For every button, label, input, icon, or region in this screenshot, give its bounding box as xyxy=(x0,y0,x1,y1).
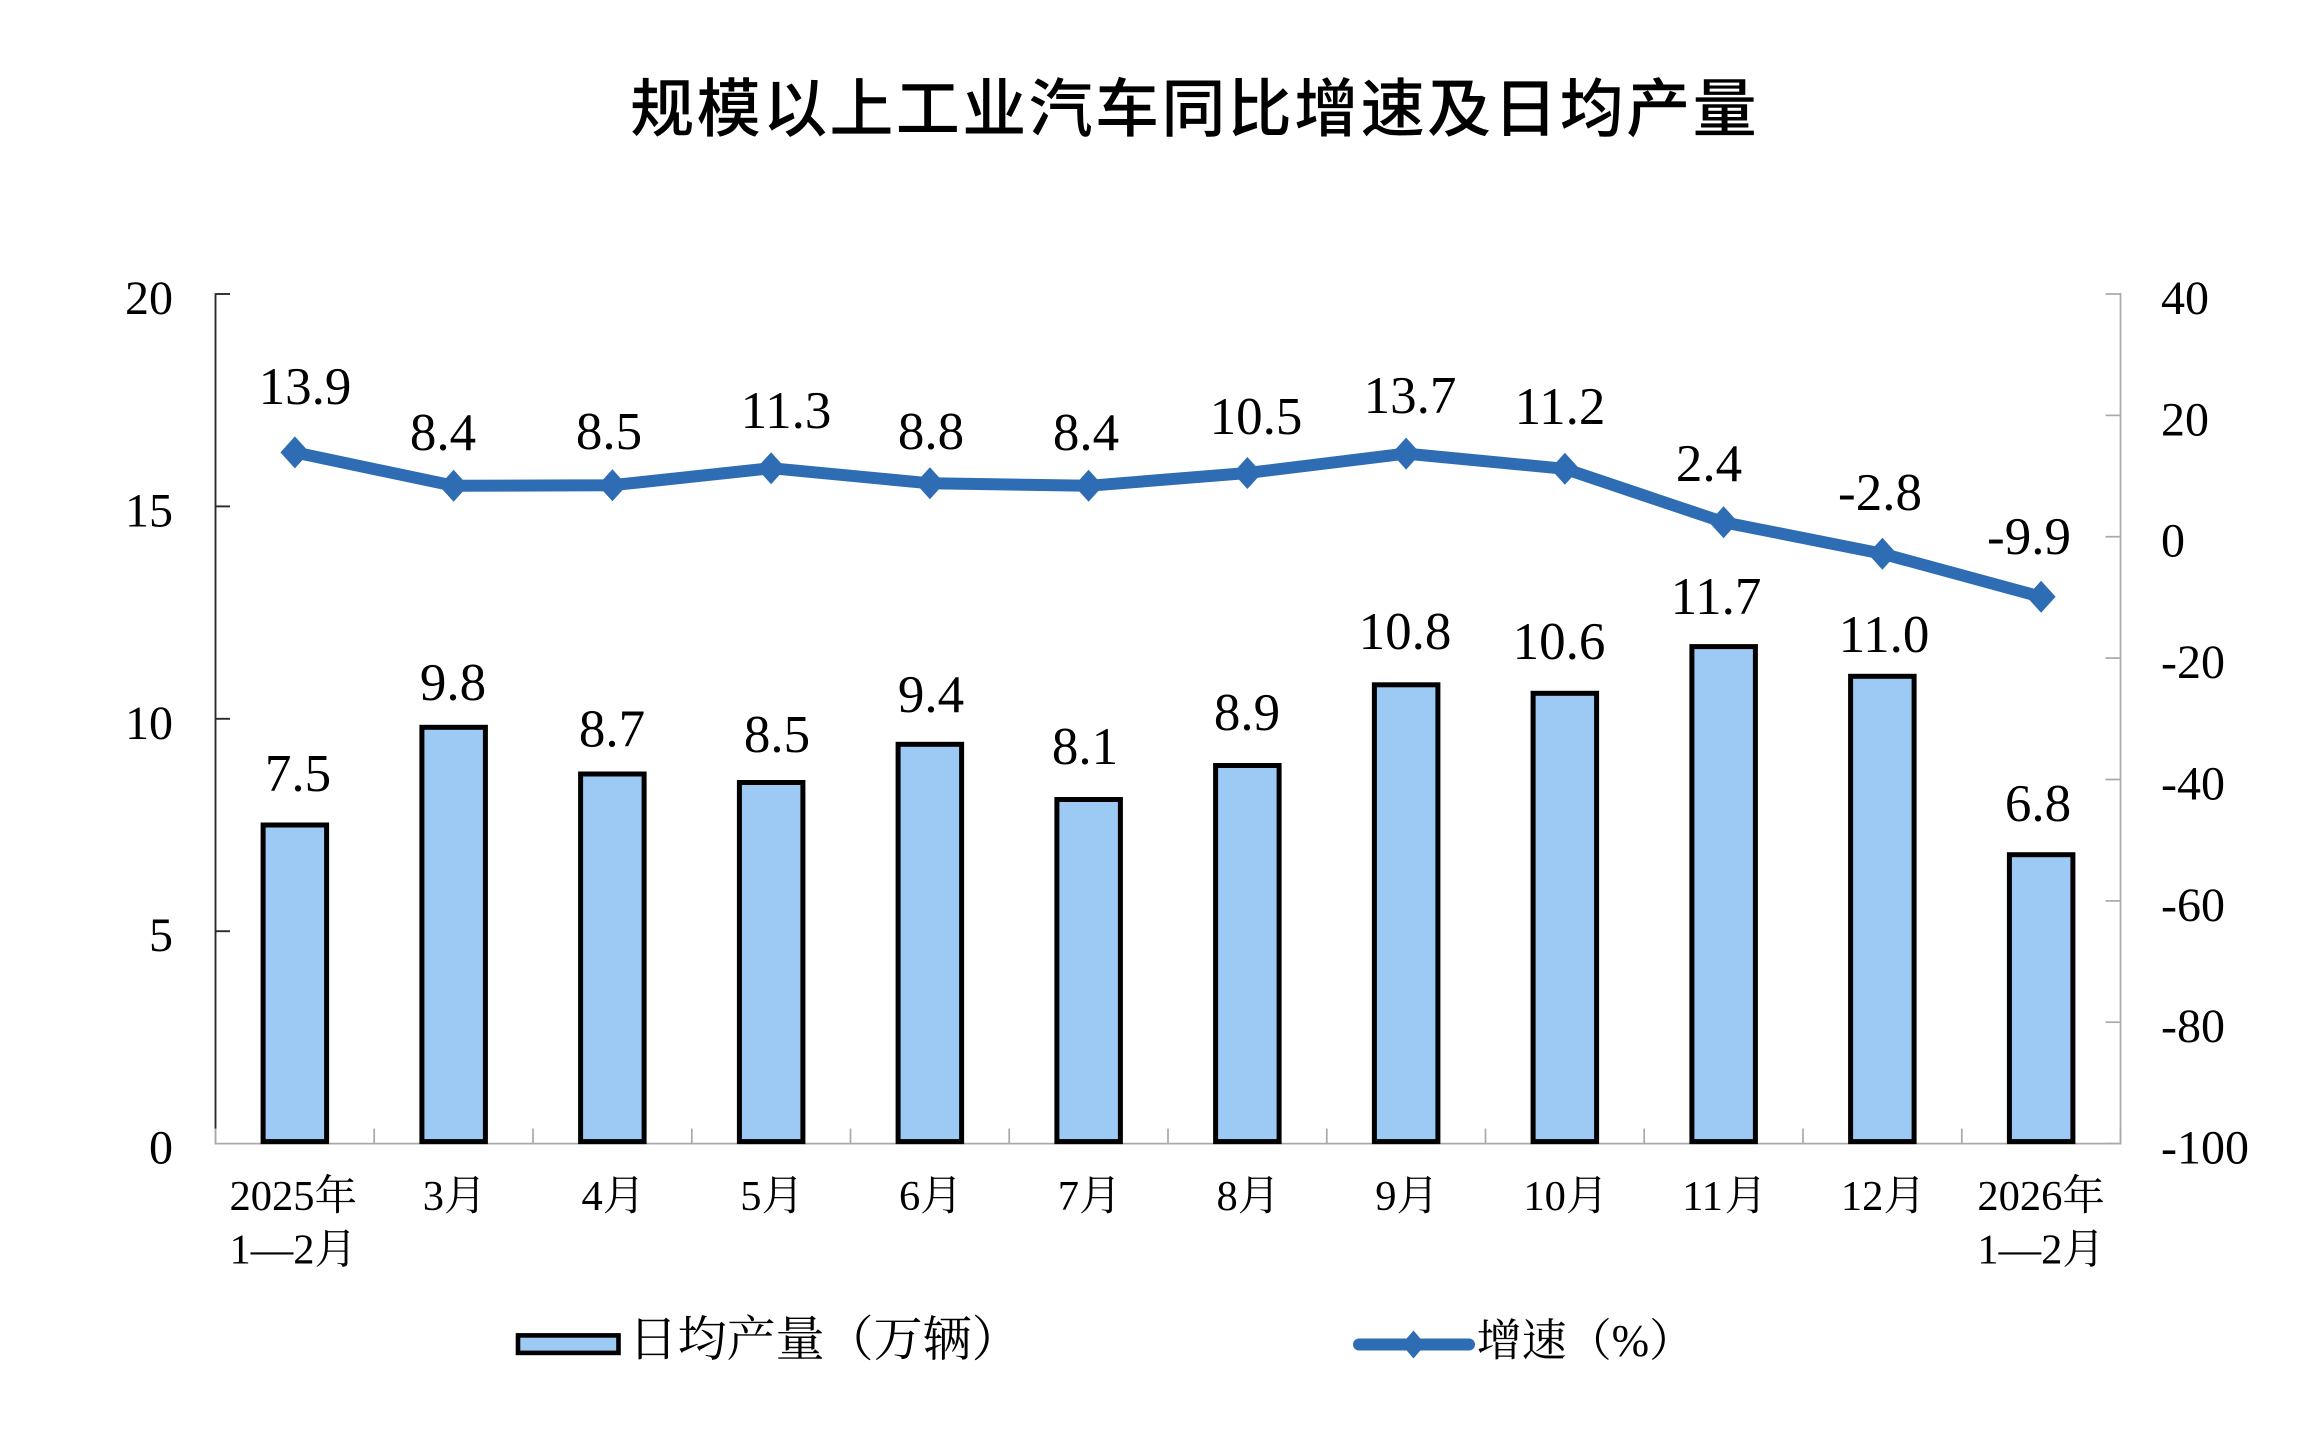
svg-text:2025: 2025 xyxy=(230,1173,315,1220)
svg-text:20: 20 xyxy=(2161,393,2209,446)
svg-text:8.4: 8.4 xyxy=(1053,404,1119,462)
svg-text:11.0: 11.0 xyxy=(1839,606,1930,664)
svg-text:0: 0 xyxy=(149,1122,173,1175)
svg-text:-60: -60 xyxy=(2161,879,2225,932)
svg-text:8.8: 8.8 xyxy=(898,403,964,461)
svg-text:8.1: 8.1 xyxy=(1052,718,1118,776)
svg-text:1—2: 1—2 xyxy=(230,1227,315,1274)
svg-text:8.9: 8.9 xyxy=(1214,684,1280,742)
svg-text:-20: -20 xyxy=(2161,636,2225,689)
svg-text:2.4: 2.4 xyxy=(1676,435,1742,493)
svg-text:5: 5 xyxy=(149,909,173,962)
svg-text:-100: -100 xyxy=(2161,1122,2249,1175)
svg-text:15: 15 xyxy=(125,484,173,537)
svg-text:5: 5 xyxy=(740,1173,761,1220)
svg-text:10: 10 xyxy=(1523,1173,1566,1220)
svg-text:8: 8 xyxy=(1217,1173,1238,1220)
svg-text:8.5: 8.5 xyxy=(576,403,642,461)
svg-text:9.4: 9.4 xyxy=(898,666,964,724)
svg-text:8.5: 8.5 xyxy=(744,706,810,764)
svg-text:8.7: 8.7 xyxy=(579,701,645,759)
svg-text:0: 0 xyxy=(2161,515,2185,568)
svg-text:9: 9 xyxy=(1375,1173,1396,1220)
svg-text:11.3: 11.3 xyxy=(741,382,832,440)
svg-text:6.8: 6.8 xyxy=(2005,775,2071,833)
svg-text:4: 4 xyxy=(582,1173,603,1220)
svg-text:-9.9: -9.9 xyxy=(1987,508,2071,566)
svg-text:11.2: 11.2 xyxy=(1515,378,1606,436)
svg-text:11: 11 xyxy=(1682,1173,1723,1220)
svg-text:10: 10 xyxy=(125,697,173,750)
svg-text:9.8: 9.8 xyxy=(420,654,486,712)
svg-text:11.7: 11.7 xyxy=(1671,568,1762,626)
svg-text:1—2: 1—2 xyxy=(1977,1227,2062,1274)
svg-text:2026: 2026 xyxy=(1977,1173,2062,1220)
svg-text:7.5: 7.5 xyxy=(265,745,331,803)
svg-text:10.5: 10.5 xyxy=(1210,388,1303,446)
svg-text:-40: -40 xyxy=(2161,758,2225,811)
svg-text:13.7: 13.7 xyxy=(1364,367,1457,425)
svg-text:8.4: 8.4 xyxy=(410,404,476,462)
svg-text:3: 3 xyxy=(423,1173,444,1220)
svg-text:-80: -80 xyxy=(2161,1000,2225,1053)
svg-text:7: 7 xyxy=(1058,1173,1079,1220)
svg-text:%: % xyxy=(1612,1316,1650,1366)
svg-text:20: 20 xyxy=(125,272,173,325)
svg-text:10.6: 10.6 xyxy=(1513,613,1606,671)
svg-text:13.9: 13.9 xyxy=(259,358,352,416)
svg-text:12: 12 xyxy=(1841,1173,1884,1220)
svg-text:10.8: 10.8 xyxy=(1359,603,1452,661)
svg-text:40: 40 xyxy=(2161,272,2209,325)
svg-text:6: 6 xyxy=(899,1173,920,1220)
svg-text:-2.8: -2.8 xyxy=(1838,464,1922,522)
